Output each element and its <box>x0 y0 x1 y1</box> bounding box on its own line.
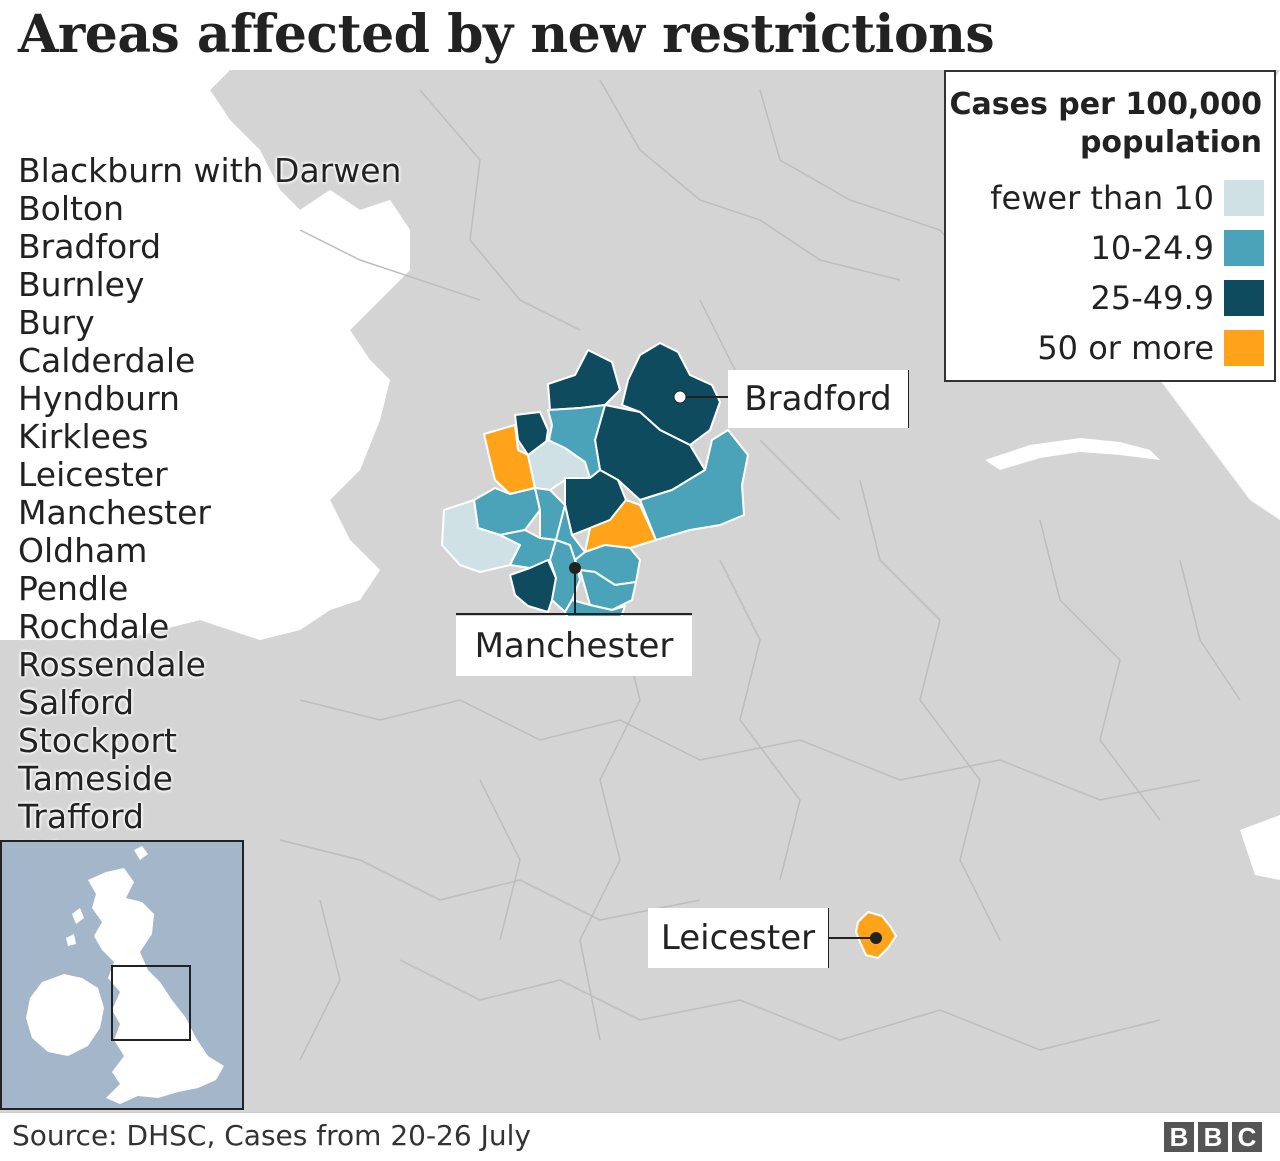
inset-svg <box>26 846 224 1104</box>
inset-locator-box <box>111 965 191 1041</box>
locator-inset-map <box>0 840 244 1110</box>
bbc-logo-letter: B <box>1164 1122 1194 1152</box>
district-boundaries <box>279 79 1241 1061</box>
leicester-marker[interactable] <box>870 932 882 944</box>
area-list-item: Tameside <box>18 759 173 798</box>
inset-ireland <box>26 974 104 1056</box>
legend-row: 50 or more <box>1037 329 1264 367</box>
area-list-item: Leicester <box>18 455 168 494</box>
inset-great-britain <box>88 868 224 1104</box>
map-area: Blackburn with Darwen Bolton Bradford Burnl… <box>0 70 1280 1112</box>
legend-label: 10-24.9 <box>1090 229 1214 267</box>
legend-row: fewer than 10 <box>990 179 1264 217</box>
area-list-item: Oldham <box>18 531 148 570</box>
area-list-item: Hyndburn <box>18 379 180 418</box>
area-list-item: Rochdale <box>18 607 170 646</box>
manchester-marker[interactable] <box>569 562 581 574</box>
legend-label: fewer than 10 <box>990 179 1214 217</box>
map-title: Areas affected by new restrictions <box>18 4 995 65</box>
legend-swatch <box>1224 230 1264 266</box>
bbc-logo: B B C <box>1164 1122 1262 1152</box>
legend-row: 10-24.9 <box>1090 229 1264 267</box>
area-list-item: Bradford <box>18 227 162 266</box>
bbc-logo-letter: C <box>1232 1122 1262 1152</box>
area-list-item: Stockport <box>18 721 177 760</box>
bradford-label: Bradford <box>728 370 908 428</box>
leicester-label: Leicester <box>648 908 828 968</box>
legend-swatch <box>1224 280 1264 316</box>
area-list-item: Salford <box>18 683 135 722</box>
area-list-item: Bury <box>18 303 95 342</box>
area-list-item: Rossendale <box>18 645 206 684</box>
legend-swatch <box>1224 330 1264 366</box>
the-wash <box>1240 815 1280 880</box>
area-list-item: Blackburn with Darwen <box>18 151 402 190</box>
legend-row: 25-49.9 <box>1090 279 1264 317</box>
area-list-item: Calderdale <box>18 341 196 380</box>
district-leeds-wakefield[interactable] <box>639 429 749 541</box>
inset-islands <box>66 846 148 946</box>
affected-areas-list: Blackburn with Darwen Bolton Bradford Burnl… <box>18 152 401 874</box>
callout-lines <box>456 370 909 968</box>
legend-label: 25-49.9 <box>1090 279 1214 317</box>
area-list-item: Bolton <box>18 189 125 228</box>
legend-title: Cases per 100,000 population <box>949 87 1262 160</box>
footer: Source: DHSC, Cases from 20-26 July B B … <box>0 1112 1280 1161</box>
area-list-item: Kirklees <box>18 417 149 456</box>
bbc-logo-letter: B <box>1198 1122 1228 1152</box>
legend-label: 50 or more <box>1037 329 1214 367</box>
legend: Cases per 100,000 population fewer than … <box>944 70 1276 382</box>
area-list-item: Pendle <box>18 569 129 608</box>
district-craven-area[interactable] <box>621 342 721 446</box>
source-text: Source: DHSC, Cases from 20-26 July <box>12 1119 531 1152</box>
area-list-item: Burnley <box>18 265 145 304</box>
manchester-label: Manchester <box>456 616 692 676</box>
area-list-item: Manchester <box>18 493 211 532</box>
area-list-item: Trafford <box>18 797 144 836</box>
legend-swatch <box>1224 180 1264 216</box>
irish-sea <box>0 70 410 640</box>
bradford-marker[interactable] <box>673 390 687 404</box>
humber-estuary <box>985 438 1160 470</box>
